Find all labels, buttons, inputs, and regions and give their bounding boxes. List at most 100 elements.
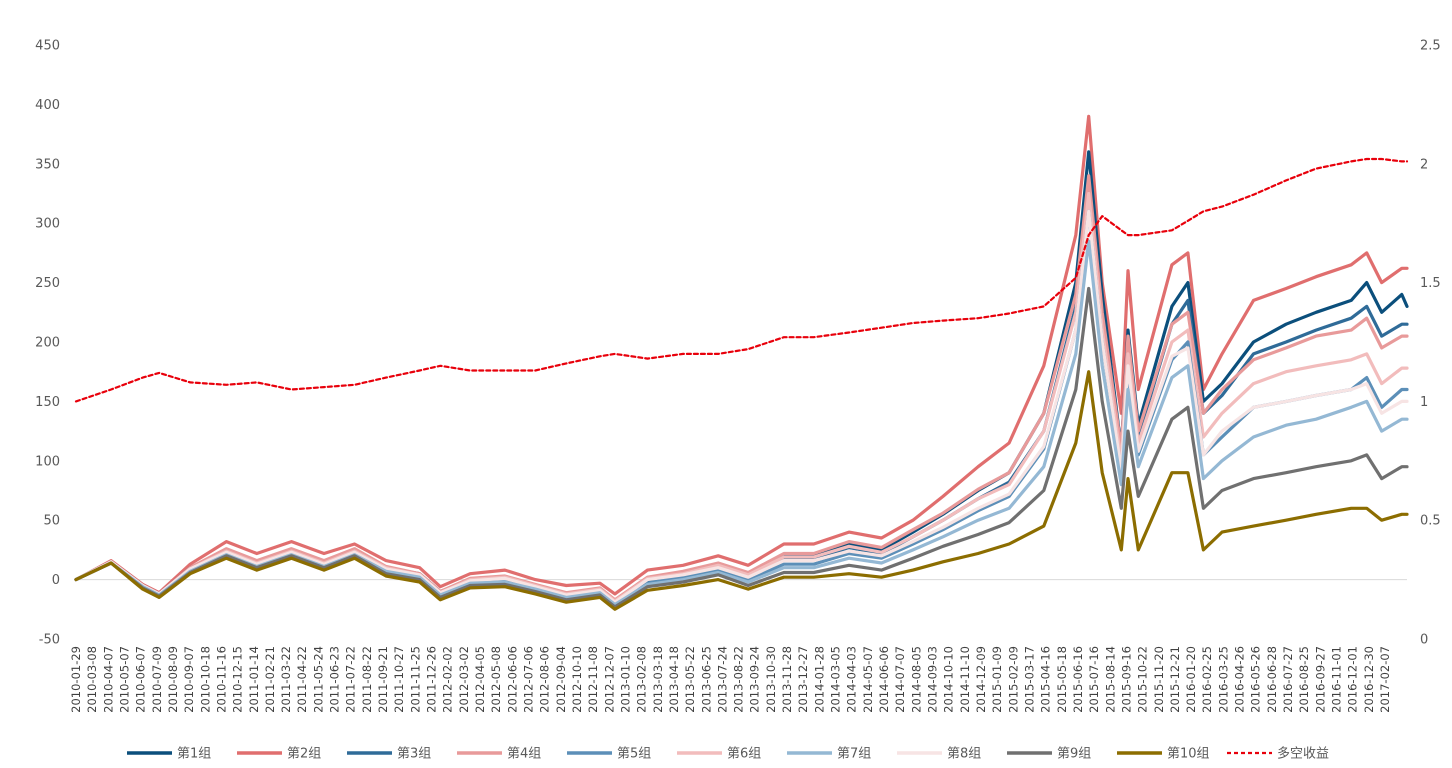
- x-tick-label: 2016-02-25: [1200, 646, 1214, 713]
- x-tick-label: 2014-12-09: [974, 646, 988, 713]
- x-tick-label: 2015-01-09: [990, 646, 1004, 713]
- left-y-tick-label: 200: [35, 336, 60, 351]
- legend-label: 第1组: [177, 747, 211, 762]
- x-tick-label: 2012-05-08: [489, 646, 503, 713]
- series-line-11: [74, 157, 1409, 403]
- x-tick-label: 2016-12-30: [1362, 646, 1376, 713]
- x-tick-label: 2015-04-16: [1039, 646, 1053, 713]
- right-y-tick-label: 1: [1420, 395, 1428, 410]
- right-y-tick-label: 2: [1420, 157, 1428, 172]
- x-tick-label: 2014-01-28: [812, 646, 826, 713]
- series-line-8: [74, 209, 1409, 604]
- series-line-4: [74, 174, 1409, 602]
- x-tick-label: 2013-04-18: [667, 646, 681, 713]
- x-tick-label: 2013-02-08: [635, 646, 649, 713]
- x-tick-label: 2013-06-25: [699, 646, 713, 713]
- left-y-tick-label: 400: [35, 98, 60, 113]
- x-tick-label: 2013-07-24: [715, 646, 729, 713]
- x-tick-label: 2010-12-15: [231, 646, 245, 713]
- x-tick-label: 2013-10-30: [764, 646, 778, 713]
- x-tick-label: 2010-10-18: [198, 646, 212, 713]
- x-tick-label: 2011-01-14: [247, 646, 261, 713]
- x-tick-label: 2012-10-10: [570, 646, 584, 713]
- x-tick-label: 2011-10-27: [392, 646, 406, 713]
- series-line-1: [74, 150, 1409, 603]
- x-tick-label: 2016-12-01: [1346, 646, 1360, 713]
- x-tick-label: 2012-12-07: [602, 646, 616, 713]
- legend: 第1组 第2组 第3组 第4组 第5组 第6组 第7组 第8组 第9组 第10组 多空收益: [127, 746, 1329, 762]
- x-tick-label: 2011-06-23: [328, 646, 342, 713]
- x-tick-label: 2013-12-27: [796, 646, 810, 713]
- series-line-2: [74, 114, 1409, 596]
- legend-label: 第2组: [287, 747, 321, 762]
- legend-label: 第3组: [397, 747, 431, 762]
- x-tick-label: 2014-09-03: [926, 646, 940, 713]
- left-y-tick-label: 50: [43, 514, 60, 529]
- x-tick-label: 2013-03-18: [651, 646, 665, 713]
- left-y-tick-label: -50: [39, 633, 60, 648]
- x-tick-label: 2014-10-10: [942, 646, 956, 713]
- left-y-tick-label: 300: [35, 217, 60, 232]
- right-y-tick-label: 1.5: [1420, 276, 1441, 291]
- x-tick-label: 2013-08-22: [732, 646, 746, 713]
- x-tick-label: 2016-09-27: [1313, 646, 1327, 713]
- x-tick-label: 2014-04-03: [845, 646, 859, 713]
- legend-label: 第9组: [1057, 747, 1091, 762]
- x-tick-label: 2016-05-26: [1249, 646, 1263, 713]
- x-tick-label: 2013-01-10: [618, 646, 632, 713]
- x-tick-label: 2010-04-07: [101, 646, 115, 713]
- x-tick-label: 2010-01-29: [69, 646, 83, 713]
- x-tick-label: 2010-09-07: [182, 646, 196, 713]
- legend-label: 第6组: [727, 747, 761, 762]
- x-tick-label: 2016-08-25: [1297, 646, 1311, 713]
- left-y-tick-label: 150: [35, 395, 60, 410]
- x-tick-label: 2016-06-28: [1265, 646, 1279, 713]
- x-tick-label: 2015-12-21: [1168, 646, 1182, 713]
- series-line-3: [74, 180, 1409, 604]
- x-tick-label: 2011-04-22: [295, 646, 309, 713]
- x-tick-label: 2014-05-07: [861, 646, 875, 713]
- x-tick-label: 2011-07-22: [344, 646, 358, 713]
- x-tick-label: 2011-12-26: [425, 646, 439, 713]
- x-tick-label: 2015-11-20: [1152, 646, 1166, 713]
- x-tick-label: 2013-11-28: [780, 646, 794, 713]
- right-y-axis: 0 0.5 1 1.5 2 2.5: [1420, 39, 1441, 648]
- x-tick-label: 2012-03-02: [457, 646, 471, 713]
- x-tick-label: 2014-11-10: [958, 646, 972, 713]
- x-tick-label: 2012-08-06: [538, 646, 552, 713]
- x-tick-label: 2015-06-16: [1071, 646, 1085, 713]
- x-tick-label: 2014-03-05: [829, 646, 843, 713]
- x-tick-label: 2016-03-25: [1216, 646, 1230, 713]
- x-tick-label: 2010-06-07: [134, 646, 148, 713]
- x-tick-label: 2011-09-21: [376, 646, 390, 713]
- x-tick-label: 2015-08-14: [1103, 646, 1117, 713]
- left-y-tick-label: 450: [35, 39, 60, 54]
- right-y-tick-label: 2.5: [1420, 39, 1441, 54]
- x-tick-label: 2010-05-07: [117, 646, 131, 713]
- x-tick-label: 2012-04-05: [473, 646, 487, 713]
- x-tick-label: 2011-08-22: [360, 646, 374, 713]
- series-line-7: [74, 239, 1409, 607]
- legend-label: 第8组: [947, 747, 981, 762]
- right-y-tick-label: 0: [1420, 633, 1428, 648]
- legend-label: 第10组: [1167, 747, 1210, 762]
- x-tick-label: 2010-11-16: [214, 646, 228, 713]
- left-y-tick-label: 350: [35, 157, 60, 172]
- x-tick-label: 2012-09-04: [554, 646, 568, 713]
- legend-label: 第4组: [507, 747, 541, 762]
- x-tick-label: 2017-02-07: [1378, 646, 1392, 713]
- x-tick-label: 2014-08-05: [909, 646, 923, 713]
- x-tick-label: 2015-07-16: [1087, 646, 1101, 713]
- right-y-tick-label: 0.5: [1420, 514, 1441, 529]
- legend-label: 第7组: [837, 747, 871, 762]
- x-tick-label: 2010-07-09: [150, 646, 164, 713]
- x-tick-label: 2016-01-20: [1184, 646, 1198, 713]
- left-y-tick-label: 250: [35, 276, 60, 291]
- x-tick-label: 2016-11-01: [1330, 646, 1344, 713]
- left-y-tick-label: 100: [35, 454, 60, 469]
- x-tick-label: 2012-07-06: [521, 646, 535, 713]
- x-tick-label: 2016-07-27: [1281, 646, 1295, 713]
- x-tick-label: 2010-03-08: [85, 646, 99, 713]
- x-tick-label: 2011-02-21: [263, 646, 277, 713]
